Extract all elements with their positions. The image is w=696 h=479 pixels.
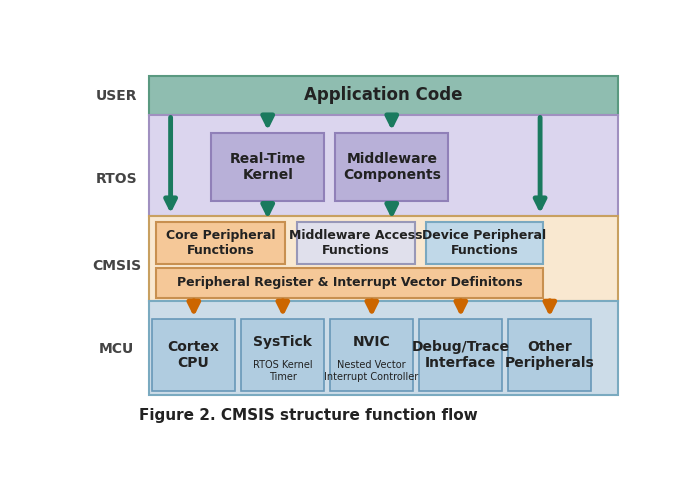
Text: Debug/Trace
Interface: Debug/Trace Interface [411,340,509,370]
FancyBboxPatch shape [241,319,324,391]
Text: Device Peripheral
Functions: Device Peripheral Functions [422,229,546,257]
Text: Other
Peripherals: Other Peripherals [505,340,594,370]
FancyBboxPatch shape [152,319,235,391]
FancyBboxPatch shape [149,114,618,216]
Text: Middleware
Components: Middleware Components [343,152,441,182]
Text: SysTick: SysTick [253,335,312,349]
FancyBboxPatch shape [149,216,618,301]
FancyBboxPatch shape [426,222,544,264]
FancyBboxPatch shape [507,319,592,391]
Text: Figure 2. CMSIS structure function flow: Figure 2. CMSIS structure function flow [139,409,477,423]
FancyBboxPatch shape [335,133,448,201]
Text: MCU: MCU [99,342,134,356]
Text: CMSIS: CMSIS [92,259,141,273]
Text: Peripheral Register & Interrupt Vector Definitons: Peripheral Register & Interrupt Vector D… [177,276,523,289]
FancyBboxPatch shape [156,268,544,298]
Text: Cortex
CPU: Cortex CPU [168,340,219,370]
Text: NVIC: NVIC [353,335,390,349]
Text: USER: USER [96,89,137,103]
Text: Middleware Access
Functions: Middleware Access Functions [290,229,423,257]
FancyBboxPatch shape [330,319,413,391]
Text: Core Peripheral
Functions: Core Peripheral Functions [166,229,276,257]
FancyBboxPatch shape [149,76,618,114]
FancyBboxPatch shape [297,222,415,264]
Text: Application Code: Application Code [304,87,463,104]
Text: RTOS: RTOS [96,172,138,186]
FancyBboxPatch shape [156,222,285,264]
Text: Nested Vector
Interrupt Controller: Nested Vector Interrupt Controller [324,360,419,382]
FancyBboxPatch shape [419,319,503,391]
Text: RTOS Kernel
Timer: RTOS Kernel Timer [253,360,313,382]
Text: Real-Time
Kernel: Real-Time Kernel [230,152,306,182]
FancyBboxPatch shape [211,133,324,201]
FancyBboxPatch shape [149,301,618,395]
